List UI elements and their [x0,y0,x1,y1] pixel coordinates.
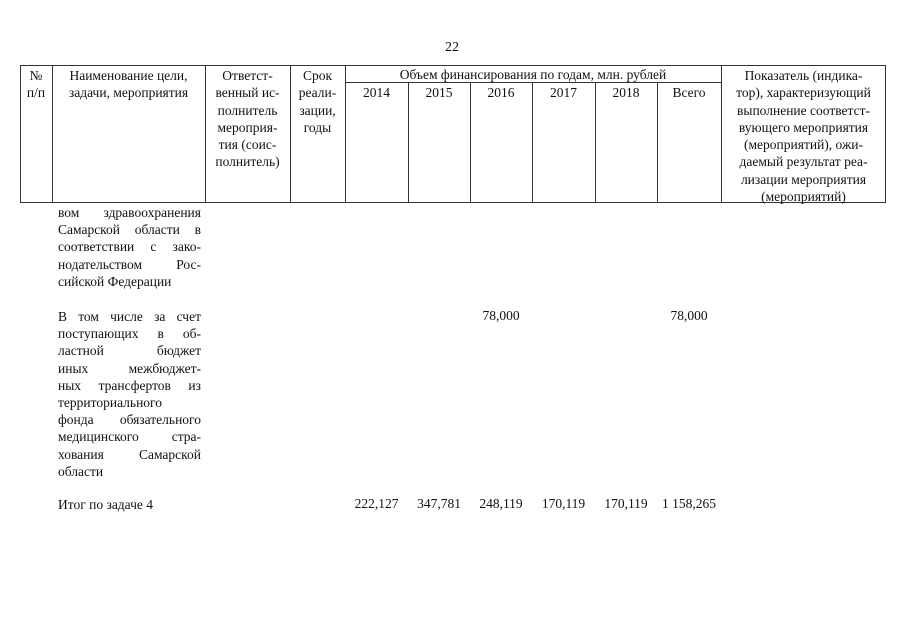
table-header-bottom [20,202,886,203]
row-value: 170,119 [604,496,648,511]
header-text: годы [303,119,332,135]
table-border-top [20,65,886,66]
header-year: 2018 [612,85,640,100]
row-value: 248,119 [479,496,523,511]
header-text: задачи, мероприятия [68,85,189,101]
row-description: В том числе за счет поступающих в об-ласт… [58,308,201,480]
header-text: п/п [26,85,46,101]
row-value: 222,127 [354,496,399,511]
row-line: иных межбюджет- [58,360,201,376]
header-funding: Объем финансирования по годам, млн. рубл… [399,67,667,82]
header-text: полнитель) [215,154,280,170]
header-text: выполнение соответст- [737,102,870,118]
header-term: Срок реали-зации, годы [290,67,345,136]
row-line: соответствии с зако- [58,239,201,255]
header-name: Наименование цели, задачи, мероприятия [52,67,205,102]
row-line: хования Самарской [58,446,201,462]
header-text: (мероприятий) [761,189,846,205]
years-divider [345,82,721,83]
header-text: зации, [299,102,336,118]
header-text: венный ис- [215,85,280,101]
header-indicator: Показатель (индика-тор), характеризующий… [721,67,886,205]
header-year: 2014 [363,85,390,100]
row-line: ластной бюджет [58,343,201,359]
row-value: 347,781 [417,496,461,511]
table-column-border [721,65,722,203]
row-line: нодательством Рос- [58,256,201,272]
header-num: № п/п [20,67,52,102]
header-text: Ответст- [222,68,273,83]
row-line: области [58,463,104,479]
table-column-border [205,65,206,203]
page-number: 22 [445,40,459,55]
table-column-border [408,82,409,203]
row-line: ных трансфертов из [58,377,201,393]
table-column-border [885,65,886,203]
header-text: (мероприятий), ожи- [744,137,863,153]
row-line: фонда обязательного [58,412,201,428]
row-line: вом здравоохранения [58,205,201,220]
table-column-border [290,65,291,203]
header-text: № [29,68,43,83]
header-text: тия (соис- [218,137,277,153]
header-text: даемый результат реа- [739,154,868,170]
header-year: Всего [672,85,706,100]
row-line: территориального [58,395,162,411]
row-line: Итог по задаче 4 [58,497,154,512]
table-column-border [470,82,471,203]
row-line: медицинского стра- [58,429,201,445]
row-value: 78,000 [482,308,520,323]
row-value: 78,000 [670,308,708,323]
header-text: вующего мероприятия [738,119,869,135]
header-text: Наименование цели, [69,68,188,83]
row-line: Самарской области в [58,222,201,238]
row-description: вом здравоохранения Самарской области в со… [58,204,201,290]
table-column-border [52,65,53,203]
header-text: тор), характеризующий [736,85,871,101]
header-text: полнитель [217,102,278,118]
row-line: В том числе за счет [58,309,201,324]
table-column-border [532,82,533,203]
row-value: 170,119 [541,496,586,511]
header-year: 2015 [425,85,453,100]
row-line: сийской Федерации [58,273,172,289]
header-year: 2017 [550,85,577,100]
header-text: лизации мероприятия [740,171,867,187]
header-text: реали- [298,85,337,101]
header-text: мероприя- [217,119,278,135]
table-column-border [20,65,21,203]
header-year: 2016 [487,85,515,100]
row-description: Итог по задаче 4 [58,496,201,513]
header-text: Срок [302,68,333,83]
header-text: Показатель (индика- [744,68,863,83]
table-column-border [657,82,658,203]
row-value: 1 158,265 [662,496,716,511]
table-column-border [595,82,596,203]
table-column-border [345,65,346,203]
row-line: поступающих в об- [58,326,201,342]
header-responsible: Ответст-венный ис-полнитель мероприя-тия … [205,67,290,171]
